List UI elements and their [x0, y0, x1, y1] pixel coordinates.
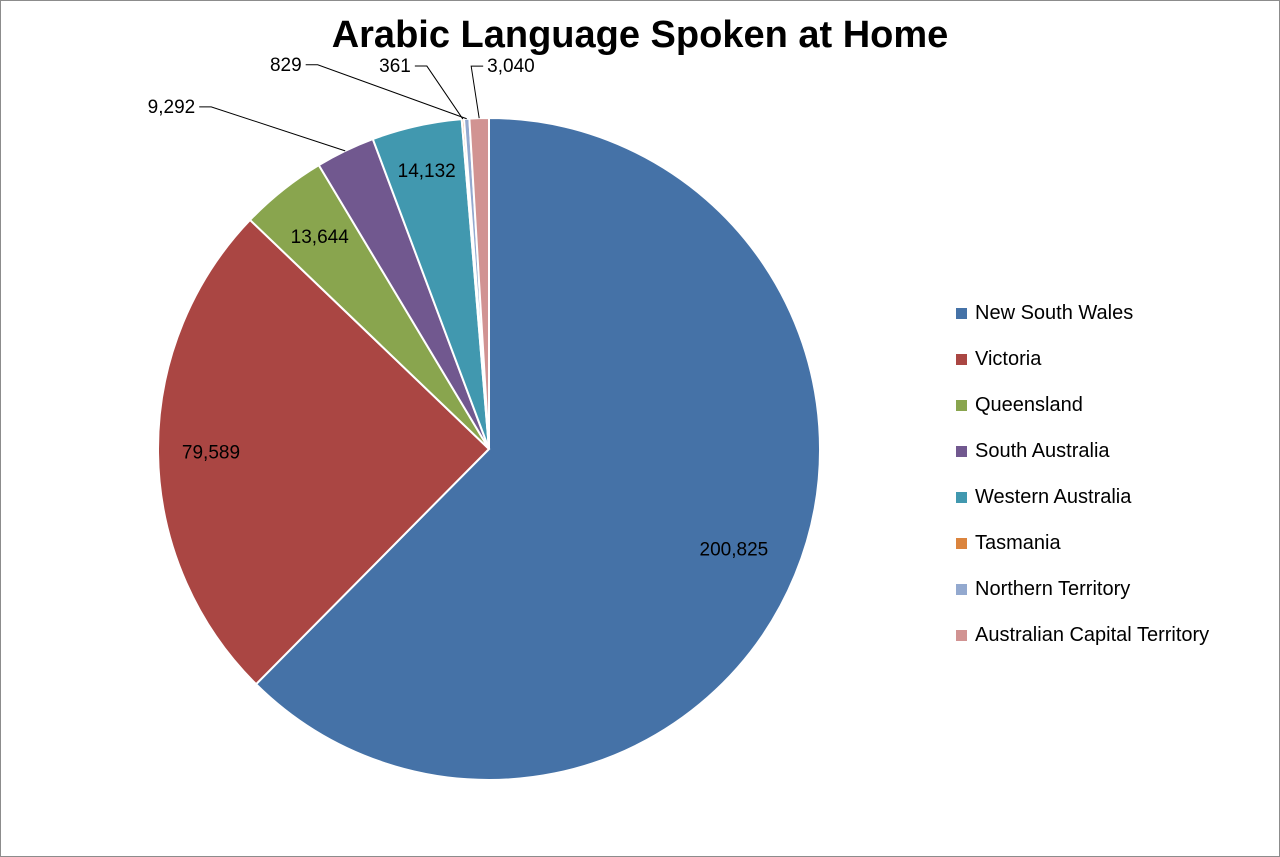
leader-line-tasmania	[414, 65, 464, 120]
data-label-northern-territory: 829	[270, 55, 302, 76]
data-label-new-south-wales: 200,825	[700, 540, 769, 561]
data-label-australian-capital-territory: 3,040	[487, 56, 535, 77]
legend-swatch	[956, 353, 967, 365]
legend-swatch	[956, 399, 967, 411]
legend-swatch	[956, 307, 967, 319]
chart-legend: New South Wales Victoria Queensland South A…	[956, 290, 1209, 658]
legend-label: South Australia	[975, 439, 1110, 462]
legend-swatch	[956, 629, 967, 641]
data-label-western-australia: 14,132	[398, 161, 456, 182]
legend-item-australian-capital-territory: Australian Capital Territory	[956, 612, 1209, 658]
legend-swatch	[956, 491, 967, 503]
legend-swatch	[956, 583, 967, 595]
legend-item-new-south-wales: New South Wales	[956, 290, 1209, 336]
data-labels: 200,825 79,589 13,644 9,292 14,132 361 829 3,04…	[148, 55, 769, 561]
legend-item-western-australia: Western Australia	[956, 474, 1209, 520]
pie-slice-victoria	[157, 218, 491, 686]
legend-label: Tasmania	[975, 531, 1061, 554]
leader-line-northern-territory	[305, 64, 467, 120]
legend-swatch	[956, 445, 967, 457]
legend-item-northern-territory: Northern Territory	[956, 566, 1209, 612]
legend-label: Northern Territory	[975, 577, 1131, 600]
data-label-tasmania: 361	[379, 56, 411, 77]
pie-slices	[157, 116, 821, 781]
leader-line-south-australia	[199, 106, 346, 152]
data-label-victoria: 79,589	[182, 443, 240, 464]
legend-swatch	[956, 537, 967, 549]
data-label-queensland: 13,644	[291, 227, 350, 248]
leader-lines	[199, 64, 484, 152]
leader-line-australian-capital-territory	[470, 65, 484, 119]
legend-label: Western Australia	[975, 485, 1132, 508]
legend-label: Australian Capital Territory	[975, 623, 1210, 646]
legend-item-queensland: Queensland	[956, 382, 1209, 428]
pie-slice-new-south-wales	[254, 116, 821, 781]
legend-label: Queensland	[975, 393, 1083, 416]
legend-item-victoria: Victoria	[956, 336, 1209, 382]
legend-label: Victoria	[975, 347, 1042, 370]
legend-item-tasmania: Tasmania	[956, 520, 1209, 566]
chart-title: Arabic Language Spoken at Home	[331, 14, 949, 56]
legend-label: New South Wales	[975, 301, 1134, 324]
data-label-south-australia: 9,292	[148, 97, 196, 118]
legend-item-south-australia: South Australia	[956, 428, 1209, 474]
